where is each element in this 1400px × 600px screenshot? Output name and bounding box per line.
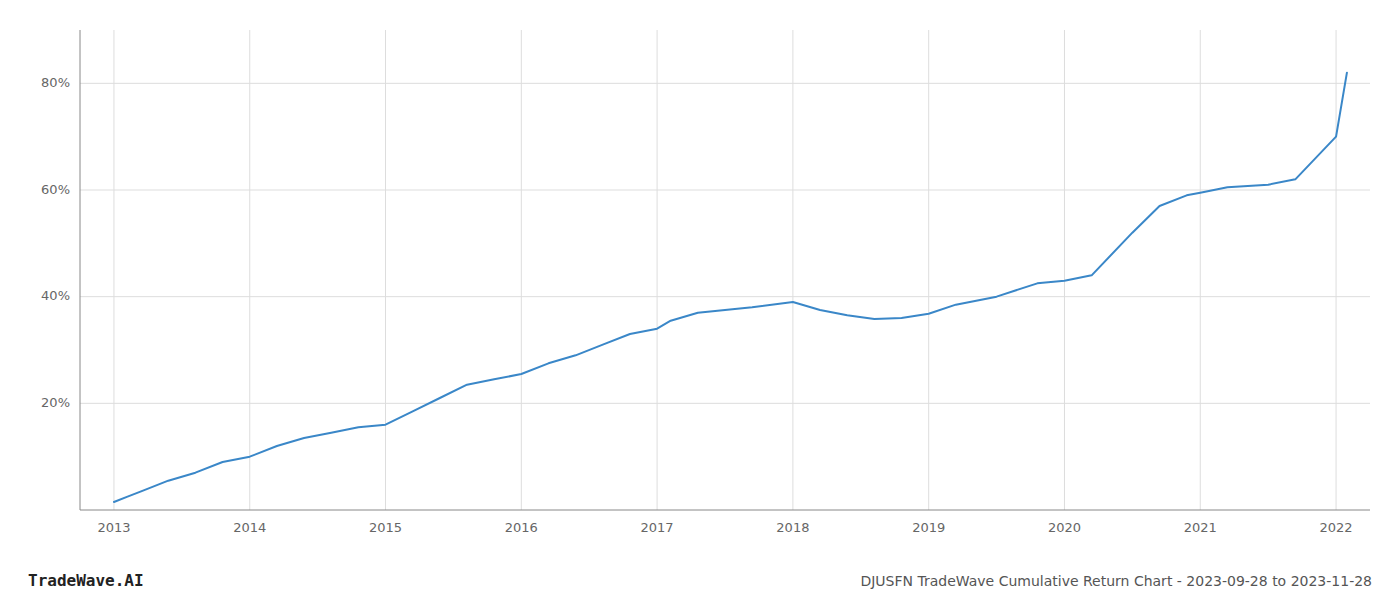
x-tick-label: 2021 [1184, 520, 1217, 535]
x-grid-line [928, 30, 929, 510]
x-grid-line [113, 30, 114, 510]
chart-svg: 20% 40% 60% 80% 2013 2014 2015 2016 2017 2018 2019… [0, 0, 1400, 600]
x-tick-label: 2013 [97, 520, 130, 535]
x-grid-line [521, 30, 522, 510]
x-tick-label: 2016 [505, 520, 538, 535]
y-tick-label: 80% [41, 75, 70, 90]
axes: 20% 40% 60% 80% 2013 2014 2015 2016 2017 2018 2019… [41, 30, 1370, 535]
x-grid-line [1336, 30, 1337, 510]
y-grid-line [80, 296, 1370, 297]
y-grid-line [80, 403, 1370, 404]
x-grid-line [249, 30, 250, 510]
x-grid-line [657, 30, 658, 510]
y-grid-line [80, 190, 1370, 191]
texts: TradeWave.AI DJUSFN TradeWave Cumulative … [28, 571, 1372, 590]
x-tick-label: 2015 [369, 520, 402, 535]
chart-container: 20% 40% 60% 80% 2013 2014 2015 2016 2017 2018 2019… [0, 0, 1400, 600]
x-grid-line [1064, 30, 1065, 510]
y-tick-label: 40% [41, 288, 70, 303]
x-axis-line [80, 510, 1370, 511]
y-axis-line [80, 30, 81, 510]
data-line [114, 73, 1347, 502]
x-grid-line [792, 30, 793, 510]
x-tick-label: 2020 [1048, 520, 1081, 535]
x-tick-label: 2018 [776, 520, 809, 535]
x-grid-line [1200, 30, 1201, 510]
x-tick-label: 2014 [233, 520, 266, 535]
plot-area [114, 73, 1347, 502]
x-tick-label: 2017 [641, 520, 674, 535]
x-tick-label: 2019 [912, 520, 945, 535]
y-tick-label: 20% [41, 395, 70, 410]
y-grid-line [80, 83, 1370, 84]
chart-title: DJUSFN TradeWave Cumulative Return Chart… [860, 573, 1372, 589]
x-grid-line [385, 30, 386, 510]
y-tick-label: 60% [41, 182, 70, 197]
grid [80, 30, 1370, 510]
x-tick-label: 2022 [1320, 520, 1353, 535]
watermark: TradeWave.AI [28, 571, 144, 590]
